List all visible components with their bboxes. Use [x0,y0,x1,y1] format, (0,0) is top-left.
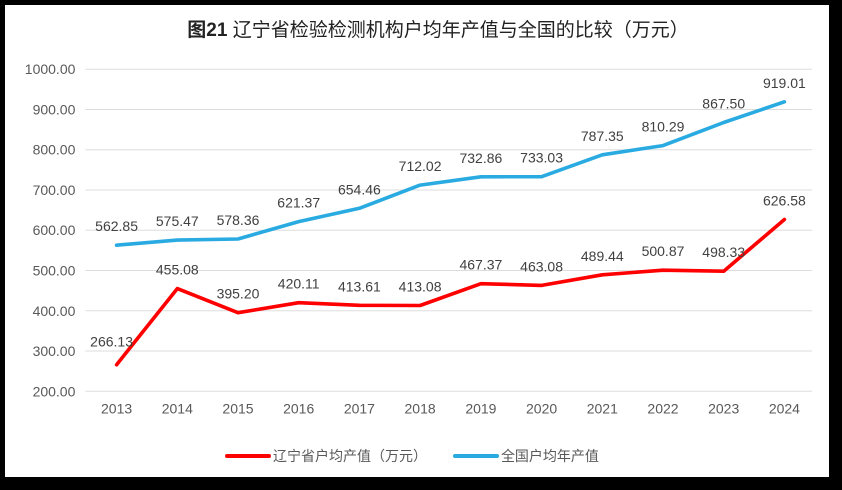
svg-text:2024: 2024 [769,400,800,416]
svg-text:654.46: 654.46 [338,181,381,197]
svg-text:200.00: 200.00 [33,383,76,399]
svg-text:2020: 2020 [526,400,557,416]
svg-text:578.36: 578.36 [217,212,260,228]
svg-text:733.03: 733.03 [520,150,563,166]
svg-text:1000.00: 1000.00 [25,61,76,77]
svg-text:489.44: 489.44 [581,248,624,264]
svg-text:2018: 2018 [405,400,436,416]
svg-text:919.01: 919.01 [763,75,806,91]
svg-text:2019: 2019 [465,400,496,416]
svg-text:712.02: 712.02 [399,158,442,174]
svg-text:810.29: 810.29 [642,119,685,135]
svg-text:2013: 2013 [101,400,132,416]
svg-text:2014: 2014 [162,400,193,416]
svg-text:266.13: 266.13 [90,334,133,350]
svg-text:867.50: 867.50 [702,96,745,112]
svg-text:787.35: 787.35 [581,128,624,144]
svg-text:400.00: 400.00 [33,303,76,319]
svg-text:413.61: 413.61 [338,278,381,294]
svg-text:420.11: 420.11 [278,276,320,292]
svg-text:562.85: 562.85 [95,218,138,234]
svg-text:455.08: 455.08 [156,262,199,278]
svg-text:463.08: 463.08 [520,258,563,274]
svg-text:500.00: 500.00 [33,263,76,279]
svg-text:732.86: 732.86 [459,150,502,166]
svg-text:800.00: 800.00 [33,142,76,158]
svg-text:2016: 2016 [283,400,314,416]
svg-text:413.08: 413.08 [399,279,442,295]
svg-text:621.37: 621.37 [277,195,320,211]
svg-text:700.00: 700.00 [33,182,76,198]
svg-text:626.58: 626.58 [763,193,806,209]
svg-text:900.00: 900.00 [33,102,76,118]
svg-text:2015: 2015 [222,400,253,416]
svg-text:575.47: 575.47 [156,213,199,229]
svg-text:500.87: 500.87 [642,243,685,259]
svg-text:467.37: 467.37 [459,257,502,273]
svg-text:2022: 2022 [647,400,678,416]
svg-text:2017: 2017 [344,400,375,416]
svg-text:2021: 2021 [587,400,618,416]
svg-text:498.33: 498.33 [702,244,745,260]
svg-text:2023: 2023 [708,400,739,416]
svg-text:600.00: 600.00 [33,222,76,238]
svg-text:300.00: 300.00 [33,343,76,359]
svg-text:395.20: 395.20 [217,286,260,302]
